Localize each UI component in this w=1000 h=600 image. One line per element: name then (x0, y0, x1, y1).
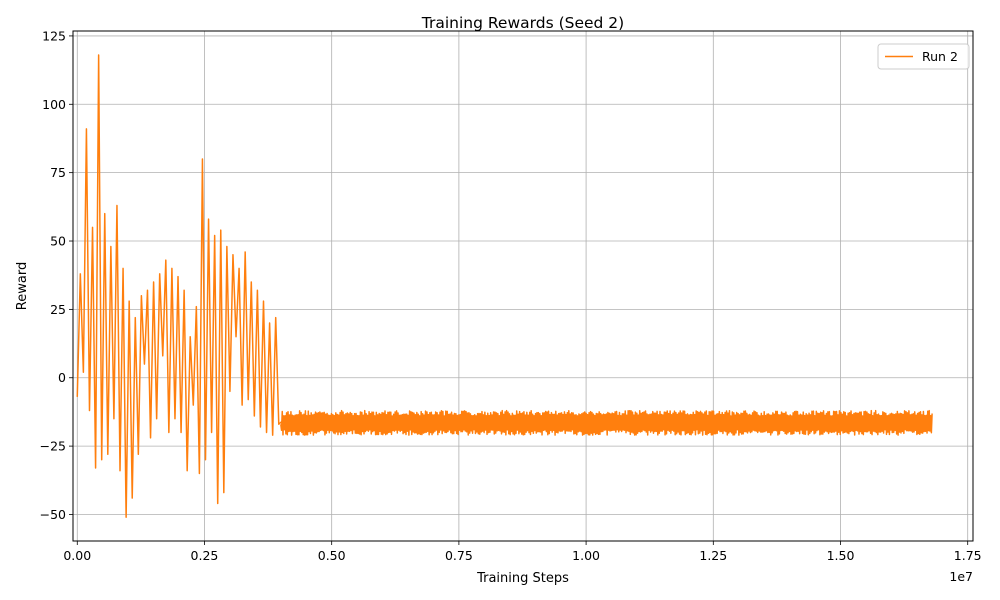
x-tick-label: 0.00 (63, 548, 91, 563)
y-tick-label: −50 (40, 507, 66, 522)
series-line-early (76, 54, 283, 518)
y-axis-label: Reward (15, 262, 30, 310)
y-tick-label: 0 (58, 370, 66, 385)
chart-title: Training Rewards (Seed 2) (421, 14, 624, 32)
y-axis-ticks: −50 −25 0 25 50 75 100 125 (40, 28, 73, 522)
y-tick-label: −25 (40, 439, 66, 454)
y-tick-label: 100 (42, 97, 66, 112)
plot-area-frame (72, 30, 974, 542)
x-tick-label: 1.25 (699, 548, 727, 563)
y-tick-label: 25 (50, 302, 66, 317)
y-tick-label: 50 (50, 234, 66, 249)
x-tick-label: 0.75 (445, 548, 473, 563)
line-series (76, 54, 933, 518)
x-axis-offset-label: 1e7 (949, 569, 973, 584)
x-tick-label: 1.75 (954, 548, 982, 563)
series-line-plateau (280, 409, 933, 436)
y-tick-label: 125 (42, 28, 66, 43)
legend-label: Run 2 (922, 49, 958, 64)
x-tick-label: 0.50 (318, 548, 346, 563)
x-axis-ticks: 0.00 0.25 0.50 0.75 1.00 1.25 1.50 1.75 (63, 541, 982, 563)
x-tick-label: 0.25 (191, 548, 219, 563)
legend-box (877, 43, 970, 70)
x-tick-label: 1.50 (827, 548, 855, 563)
x-tick-label: 1.00 (572, 548, 600, 563)
x-axis-label: Training Steps (476, 571, 569, 586)
legend: Run 2 (877, 43, 970, 70)
y-tick-label: 75 (50, 165, 66, 180)
